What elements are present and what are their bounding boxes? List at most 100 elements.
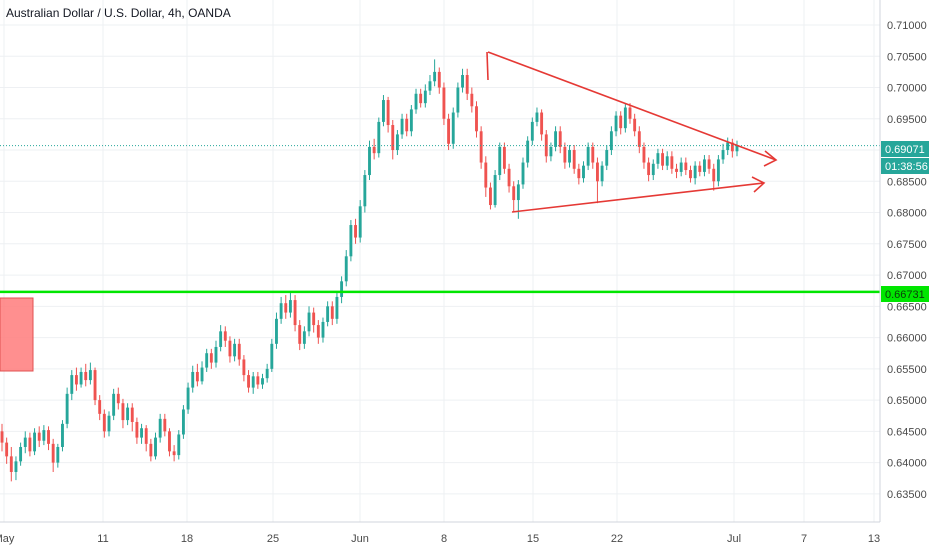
candle-down (74, 375, 78, 385)
candle-up (423, 90, 427, 104)
level-badge (881, 286, 929, 302)
candle-down (237, 343, 241, 360)
candle-down (633, 118, 637, 132)
candle-up (219, 331, 223, 347)
candle-up (340, 281, 344, 297)
candle-down (209, 353, 213, 363)
candle-up (326, 306, 330, 322)
candle-down (647, 162, 651, 176)
x-tick-label: 8 (441, 533, 447, 545)
candle-up (451, 112, 455, 144)
candle-down (475, 106, 478, 132)
candle-down (684, 162, 688, 171)
candle-up (214, 346, 218, 363)
candle-down (489, 187, 492, 206)
candle-up (665, 156, 669, 166)
candle-down (51, 443, 55, 463)
candle-up (302, 331, 306, 344)
candle-down (689, 170, 692, 179)
arrow-head-lower (751, 176, 766, 193)
candle-down (247, 375, 250, 388)
candle-up (521, 162, 525, 185)
candle-up (554, 131, 558, 147)
time-axis[interactable]: May 11 18 25 Jun 8 15 22 Jul 7 13 (0, 521, 880, 545)
candle-up (275, 318, 278, 344)
candle-up (335, 296, 339, 319)
candle-down (447, 118, 451, 144)
candle-down (642, 146, 646, 163)
candle-down (484, 162, 488, 188)
y-tick-label: 0.65500 (887, 364, 927, 376)
candle-down (707, 159, 711, 169)
candle-up (623, 107, 627, 129)
candle-down (386, 100, 390, 126)
candle-up (526, 140, 530, 163)
chart-title: Australian Dollar / U.S. Dollar, 4h, OAN… (6, 6, 231, 20)
candle-up (382, 100, 385, 122)
candle-up (42, 430, 46, 441)
candle-down (540, 112, 544, 135)
candle-down (9, 456, 13, 472)
candle-down (5, 442, 9, 457)
x-tick-label: 13 (868, 533, 880, 545)
candles (0, 59, 739, 482)
candle-up (428, 81, 432, 91)
candle-down (37, 432, 41, 441)
candle-down (195, 371, 199, 382)
candle-up (614, 115, 618, 132)
candle-down (316, 325, 320, 338)
zone-box[interactable] (0, 297, 34, 372)
countdown-badge (881, 158, 929, 174)
candle-down (670, 156, 674, 169)
candle-down (628, 107, 632, 119)
candle-down (470, 93, 474, 107)
candle-up (693, 165, 697, 179)
price-axis[interactable]: 0.710000.705000.700000.695000.690000.685… (879, 0, 929, 522)
candle-up (726, 142, 730, 151)
candle-up (307, 312, 311, 332)
candle-up (716, 159, 720, 182)
candle-up (414, 93, 418, 110)
trendline-lower-arrow (511, 182, 765, 213)
candle-down (596, 162, 599, 182)
candle-up (586, 146, 590, 166)
candle-up (107, 415, 111, 432)
y-tick-label: 0.66500 (887, 301, 927, 313)
candle-down (256, 376, 260, 385)
candle-down (619, 115, 623, 129)
price-badge (881, 141, 929, 157)
candle-down (479, 131, 483, 163)
candle-up (191, 371, 195, 388)
candle-up (140, 428, 143, 438)
x-tick-label: 25 (267, 533, 279, 545)
candle-down (47, 430, 50, 444)
candle-up (400, 118, 404, 135)
y-tick-label: 0.68500 (887, 176, 927, 188)
candle-up (349, 225, 353, 257)
candle-up (126, 407, 130, 421)
candle-up (368, 146, 371, 176)
candle-up (679, 162, 683, 172)
trendline-upper (486, 51, 489, 81)
candle-up (609, 131, 613, 151)
candle-up (200, 367, 204, 382)
candle-down (502, 146, 506, 169)
candle-down (163, 418, 167, 432)
triangle-pattern[interactable] (486, 51, 778, 213)
candle-up (721, 150, 725, 160)
candle-up (735, 145, 739, 152)
candle-up (530, 121, 534, 141)
candle-down (661, 153, 665, 166)
candle-down (0, 431, 4, 443)
y-tick-label: 0.68000 (887, 208, 927, 220)
candle-up (65, 393, 69, 424)
candle-down (391, 125, 395, 151)
x-tick-label: May (0, 533, 15, 545)
y-tick-label: 0.70500 (887, 51, 927, 63)
candle-down (168, 431, 171, 452)
candle-up (33, 432, 37, 452)
candle-down (465, 75, 469, 94)
x-tick-label: 18 (181, 533, 193, 545)
candle-up (395, 134, 399, 151)
